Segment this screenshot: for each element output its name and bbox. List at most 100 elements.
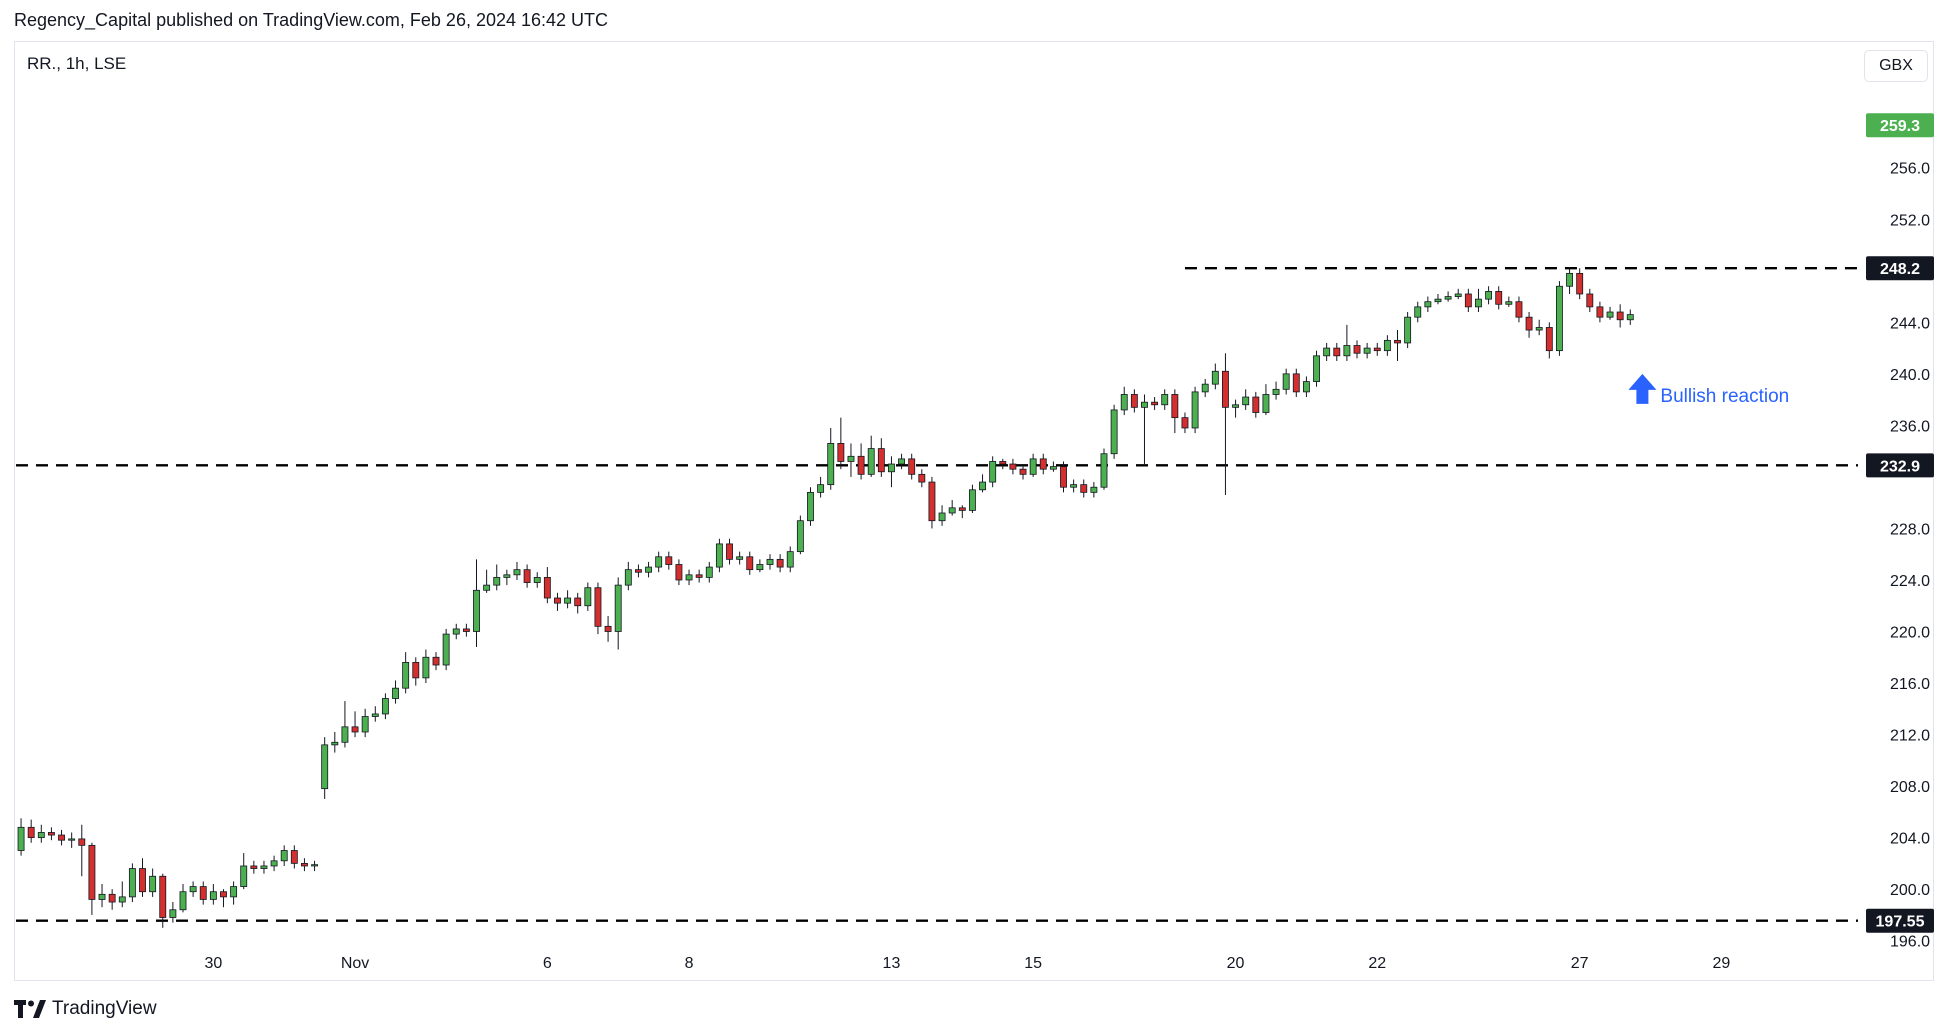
candle [462, 623, 470, 637]
y-tick-label: 196.0 [1890, 934, 1930, 951]
y-tick-label: 236.0 [1890, 418, 1930, 435]
y-tick-label: 200.0 [1890, 882, 1930, 899]
candle [918, 469, 926, 488]
candle [1181, 412, 1189, 434]
candle [128, 863, 136, 903]
tradingview-logo-icon [14, 1000, 46, 1018]
y-tick-label: 208.0 [1890, 779, 1930, 796]
candle [311, 860, 319, 872]
y-tick-label: 244.0 [1890, 315, 1930, 332]
candle [1424, 296, 1432, 313]
candle [715, 538, 723, 573]
x-axis-ticks: 30 Nov 6 8 13 15 20 22 27 29 [204, 955, 1730, 972]
candle [1151, 397, 1159, 410]
y-tick-label: 240.0 [1890, 367, 1930, 384]
candle [1596, 301, 1604, 323]
candle [695, 569, 703, 583]
candle [908, 453, 916, 480]
annotation-label: Bullish reaction [1660, 386, 1789, 407]
candle [1009, 458, 1017, 475]
candle [1343, 324, 1351, 361]
candle [1434, 293, 1442, 305]
level-badge-support [1866, 453, 1934, 478]
candle [422, 649, 430, 684]
y-tick-label: 228.0 [1890, 521, 1930, 538]
candle [796, 515, 804, 555]
y-axis-ticks: 256.0 252.0 244.0 240.0 236.0 228.0 224.0 220.0… [1890, 161, 1930, 951]
candle [827, 427, 835, 490]
y-tick-label: 204.0 [1890, 831, 1930, 848]
candle [199, 881, 207, 905]
candle [888, 456, 895, 488]
level-lines [16, 267, 1858, 922]
candle [1019, 464, 1027, 480]
candle [543, 567, 551, 604]
candle [554, 592, 561, 611]
candle [1485, 286, 1493, 305]
candle [513, 561, 521, 580]
candle [1302, 376, 1310, 398]
candle [1383, 335, 1391, 356]
candle [1555, 281, 1563, 356]
candle [493, 564, 501, 591]
price-badges: 248.2 232.9 197.55 259.3 [1866, 113, 1934, 933]
candle [645, 561, 652, 578]
candle [847, 443, 855, 477]
candle [1444, 291, 1452, 302]
candle [614, 577, 622, 650]
footer-brand: TradingView [52, 998, 157, 1019]
candle [1120, 386, 1128, 416]
x-tick-label: 30 [204, 955, 222, 972]
symbol-line[interactable]: RR., 1h, LSE [27, 54, 127, 73]
candle [37, 824, 45, 843]
x-tick-label: 20 [1227, 955, 1245, 972]
x-tick-label: 29 [1712, 955, 1730, 972]
candle [351, 711, 359, 738]
x-tick-label: 27 [1571, 955, 1589, 972]
x-tick-label: 22 [1368, 955, 1386, 972]
candle [1495, 286, 1503, 310]
candle [1252, 391, 1260, 418]
candle [149, 868, 157, 897]
candle [1070, 479, 1078, 493]
candle [584, 582, 592, 611]
candle [634, 564, 642, 578]
x-tick-label: 6 [543, 955, 552, 972]
candle [361, 708, 369, 738]
candle [675, 559, 683, 586]
candle [685, 569, 693, 586]
candle [1110, 404, 1118, 459]
candle [705, 561, 713, 583]
candle [371, 706, 379, 722]
candle [402, 652, 410, 694]
candle [381, 693, 389, 720]
candle [999, 458, 1007, 470]
candles [17, 268, 1634, 928]
candle [624, 561, 632, 591]
candle [1029, 453, 1037, 477]
candle [58, 829, 65, 846]
last-price-badge [1866, 113, 1934, 138]
candle [807, 487, 814, 526]
candle [766, 554, 774, 570]
candle [533, 572, 541, 588]
candle [1626, 309, 1634, 325]
candle [260, 860, 268, 874]
candle [786, 546, 794, 573]
candle [159, 873, 167, 928]
x-tick-label: 8 [685, 955, 694, 972]
published-line: Regency_Capital published on TradingView… [14, 10, 609, 30]
candle [118, 881, 126, 908]
candle [17, 818, 25, 856]
currency-button[interactable]: GBX [1864, 50, 1928, 82]
level-badge-low [1866, 908, 1934, 933]
candle [452, 623, 460, 640]
candle [503, 569, 511, 586]
candle [1232, 399, 1240, 418]
candle [1414, 301, 1422, 323]
candle [564, 590, 572, 609]
candle [1060, 461, 1067, 493]
candle [1201, 379, 1209, 398]
candle [746, 551, 754, 575]
